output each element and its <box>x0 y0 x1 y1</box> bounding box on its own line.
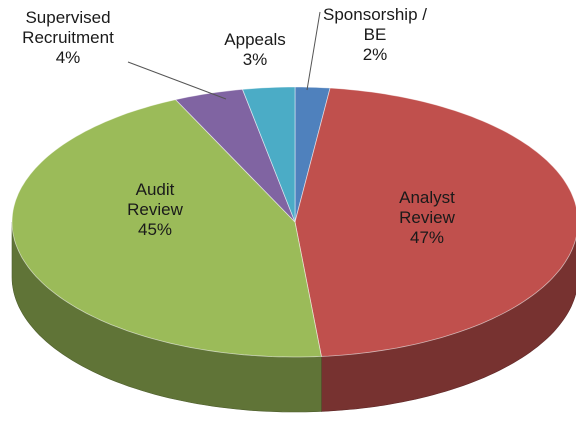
value-label: 3% <box>242 50 268 69</box>
value-label: 2% <box>362 45 388 64</box>
category-label: Analyst Review <box>399 188 455 227</box>
leader-line <box>127 61 227 100</box>
category-label: Appeals <box>224 30 286 49</box>
slice-label: Appeals 3% <box>218 30 293 70</box>
slice <box>241 86 296 223</box>
leader-line <box>306 11 321 91</box>
value-label: 4% <box>55 48 81 67</box>
slice-label: Audit Review 45% <box>118 180 193 240</box>
category-label: Supervised Recruitment <box>22 8 114 47</box>
value-label: 47% <box>409 228 445 247</box>
value-label: 45% <box>137 220 173 239</box>
slice-label: Sponsorship / BE 2% <box>323 5 428 65</box>
slice <box>294 87 576 357</box>
slice-label: Supervised Recruitment 4% <box>11 8 126 68</box>
category-label: Sponsorship / BE <box>323 5 427 44</box>
slice <box>11 99 322 358</box>
slice-label: Analyst Review 47% <box>387 188 467 248</box>
category-label: Audit Review <box>127 180 183 219</box>
slice <box>174 88 296 223</box>
